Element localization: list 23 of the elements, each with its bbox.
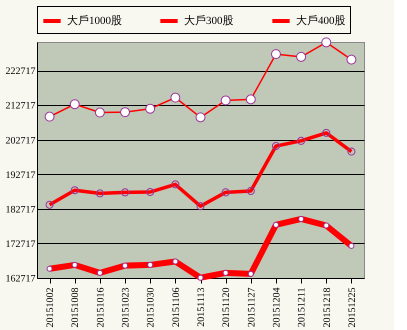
x-tick-label: 20151211 [296,288,308,328]
x-tick-label: 20151030 [146,288,157,328]
x-tick-label: 20151106 [170,288,182,328]
legend-label: 大戶1000股 [67,14,122,27]
x-tick-label: 20151225 [346,288,358,328]
x-tick-label: 20151204 [271,288,282,328]
y-tick-label: 162717 [6,274,36,284]
y-tick-label: 222717 [6,66,36,78]
x-tick-label: 20151023 [120,288,132,328]
x-tick-label: 20151113 [196,288,207,327]
y-tick-label: 182717 [6,204,36,216]
y-tick-label: 192717 [6,170,36,181]
y-tick-label: 212717 [6,100,36,112]
x-tick-label: 20151120 [221,288,232,328]
legend-label: 大戶300股 [184,14,234,27]
legend-label: 大戶400股 [296,14,346,27]
x-tick-label: 20151127 [246,288,258,328]
y-tick-label: 202717 [6,135,36,146]
y-tick-label: 172717 [6,238,36,250]
x-tick-label: 20151016 [95,288,106,328]
x-tick-label: 20151002 [45,288,56,328]
x-tick-label: 20151008 [70,288,82,328]
x-tick-label: 20151218 [322,288,333,328]
